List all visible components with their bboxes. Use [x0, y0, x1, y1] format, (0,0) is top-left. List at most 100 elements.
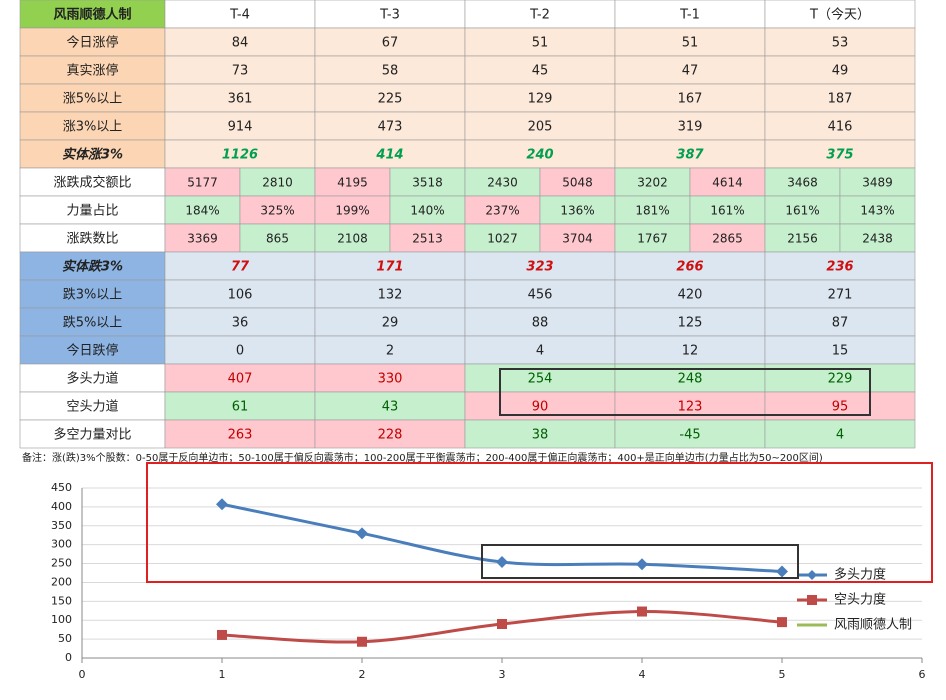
cell-text: 136% [560, 204, 594, 218]
cell [314, 167, 391, 197]
cell [464, 419, 616, 449]
cell-text: 914 [228, 120, 253, 135]
cell [764, 55, 916, 85]
cell-text: 3704 [562, 232, 593, 246]
cell [614, 251, 766, 281]
cell [614, 27, 766, 57]
cell-text: 风雨顺德人制 [53, 7, 131, 23]
cell [314, 251, 466, 281]
cell-text: 132 [378, 288, 403, 303]
cell [764, 27, 916, 57]
cell-text: 205 [528, 120, 553, 135]
cell-text: 229 [828, 372, 853, 387]
note: 备注：涨(跌)3%个股数：0-50属于反向单边市；50-100属于偏反向震荡市；… [22, 451, 823, 464]
cell [19, 111, 166, 141]
cell-text: 456 [528, 288, 553, 303]
cell-text: 4614 [712, 176, 743, 190]
cell [164, 279, 316, 309]
cell-text: 88 [532, 316, 549, 331]
point [637, 606, 647, 617]
cell-text: 263 [228, 428, 253, 443]
cell-text: 力量占比 [66, 204, 118, 219]
cell [19, 391, 166, 421]
cell [764, 223, 841, 253]
cell-text: 58 [382, 64, 399, 79]
cell-text: 3202 [637, 176, 668, 190]
cell-text: 51 [682, 36, 699, 51]
cell-text: 3468 [787, 176, 818, 190]
cell [614, 307, 766, 337]
y-tick-label: 50 [58, 632, 72, 645]
cell-text: 87 [832, 316, 849, 331]
cell-text: 865 [266, 232, 289, 246]
cell-text: 36 [232, 316, 249, 331]
y-tick-label: 200 [51, 575, 72, 588]
x-tick-label: 6 [919, 668, 926, 681]
cell [764, 279, 916, 309]
cell [389, 223, 466, 253]
cell-text: 225 [378, 92, 403, 107]
cell-text: 跌3%以上 [63, 287, 123, 303]
cell [19, 55, 166, 85]
x-tick-label: 0 [79, 668, 86, 681]
cell-text: 125 [678, 316, 703, 331]
cell [314, 363, 466, 393]
cell-text: 4 [536, 344, 544, 359]
cell-text: 3369 [187, 232, 218, 246]
cell-text: T-1 [679, 8, 700, 23]
cell-text: 199% [335, 204, 369, 218]
cell [464, 27, 616, 57]
y-tick-label: 450 [51, 481, 72, 494]
cell-text: 12 [682, 344, 699, 359]
cell-text: 143% [860, 204, 894, 218]
cell-text: 5177 [187, 176, 218, 190]
cell [614, 167, 691, 197]
cell [764, 139, 916, 169]
cell [164, 391, 316, 421]
cell [614, 419, 766, 449]
cell-text: 2438 [862, 232, 893, 246]
legend-label: 空头力度 [834, 592, 886, 608]
cell [239, 195, 316, 225]
cell-text: 414 [375, 148, 403, 163]
cell-text: 涨5%以上 [63, 92, 123, 107]
cell [614, 111, 766, 141]
cell-text: 空头力道 [66, 400, 118, 415]
cell-text: 254 [528, 372, 553, 387]
point [777, 617, 787, 628]
cell-text: 29 [382, 316, 399, 331]
highlight-box [499, 368, 871, 416]
cell [239, 223, 316, 253]
cell-text: 今日涨停 [66, 35, 118, 51]
cell-text: 266 [676, 260, 703, 275]
cell-text: 47 [682, 64, 699, 79]
cell-text: 167 [678, 92, 703, 107]
cell [464, 223, 541, 253]
point [776, 565, 788, 578]
cell-text: T-2 [529, 8, 550, 23]
x-tick-label: 3 [499, 668, 506, 681]
cell [389, 167, 466, 197]
cell-text: 1767 [637, 232, 668, 246]
cell [764, 419, 916, 449]
cell [839, 167, 916, 197]
cell [314, 83, 466, 113]
cell [19, 195, 166, 225]
cell [164, 167, 241, 197]
highlight-box [146, 462, 933, 583]
y-tick-label: 300 [51, 538, 72, 551]
cell [19, 223, 166, 253]
cell [314, 335, 466, 365]
cell [314, 55, 466, 85]
cell-text: 3518 [412, 176, 443, 190]
x-tick-label: 5 [779, 668, 786, 681]
cell [164, 251, 316, 281]
cell [464, 167, 541, 197]
cell-text: 236 [826, 260, 853, 275]
cell-text: 67 [382, 36, 399, 51]
cell [464, 335, 616, 365]
cell-text: 2513 [412, 232, 443, 246]
cell-text: 407 [228, 372, 253, 387]
y-tick-label: 0 [65, 651, 72, 664]
cell [19, 419, 166, 449]
